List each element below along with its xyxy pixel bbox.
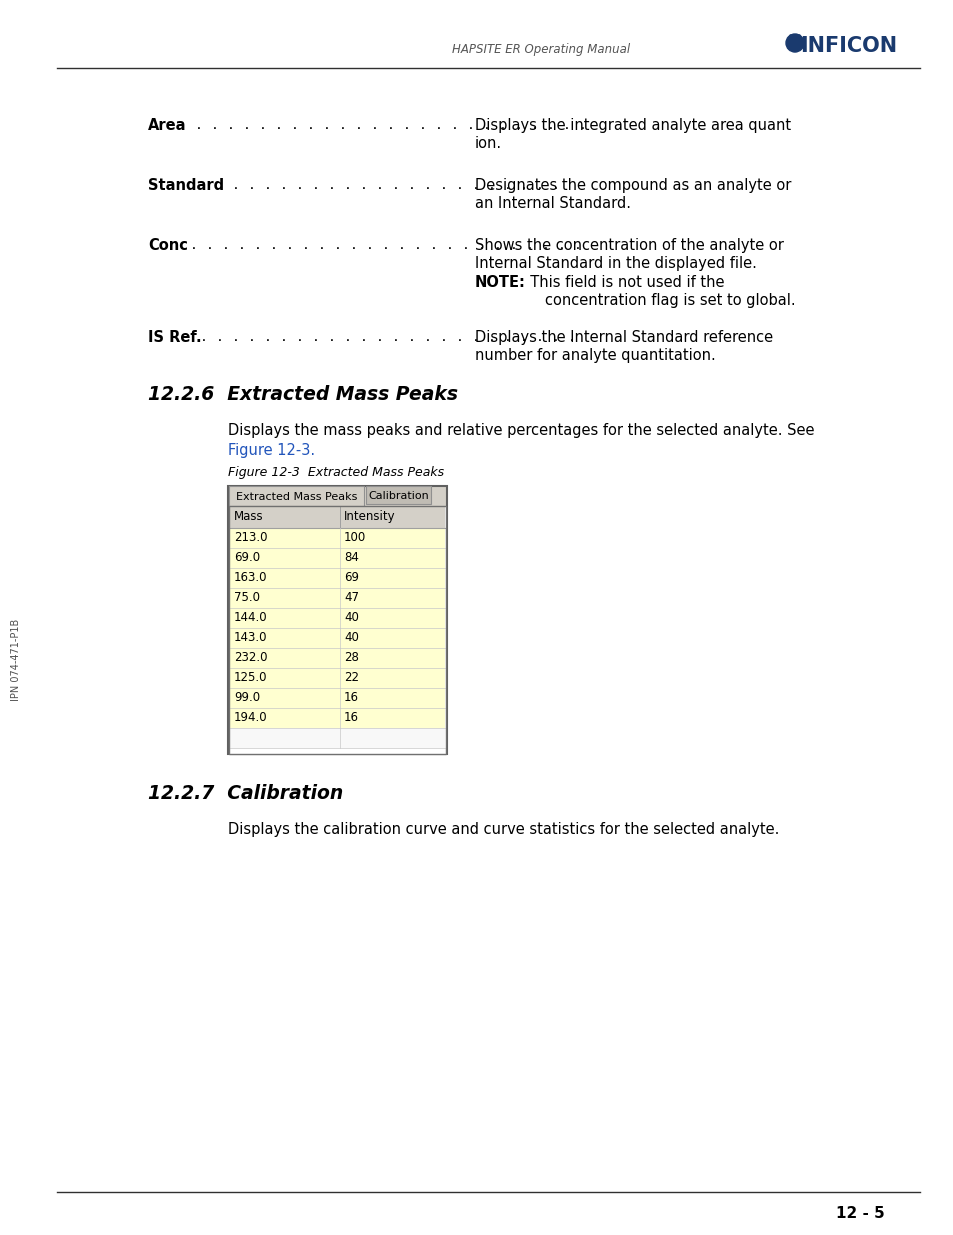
Text: Conc: Conc [148,238,188,253]
Polygon shape [789,35,800,52]
Text: Shows the concentration of the analyte or: Shows the concentration of the analyte o… [475,238,783,253]
Text: Displays the calibration curve and curve statistics for the selected analyte.: Displays the calibration curve and curve… [228,823,779,837]
Text: NOTE:: NOTE: [475,275,525,290]
Text: 194.0: 194.0 [233,711,268,724]
Bar [230,688,444,708]
Text: 163.0: 163.0 [233,571,267,584]
Text: This field is not used if the: This field is not used if the [520,275,723,290]
Text: IPN 074-471-P1B: IPN 074-471-P1B [11,619,21,701]
Text: number for analyte quantitation.: number for analyte quantitation. [475,348,715,363]
Text: Mass: Mass [233,510,263,522]
Text: 40: 40 [344,631,358,643]
Text: 40: 40 [344,611,358,624]
Circle shape [785,35,803,52]
Text: . . . . . . . . . . . . . . . . . . . . .: . . . . . . . . . . . . . . . . . . . . … [232,179,559,191]
Text: 22: 22 [344,671,358,684]
Text: 16: 16 [344,711,358,724]
Bar [229,487,364,506]
Bar [230,548,444,568]
Text: 84: 84 [344,551,358,564]
Text: . . . . . . . . . . . . . . . . . . . . . . . .: . . . . . . . . . . . . . . . . . . . . … [200,331,576,345]
Bar [228,487,447,755]
Text: Figure 12-3  Extracted Mass Peaks: Figure 12-3 Extracted Mass Peaks [228,466,444,479]
Text: 143.0: 143.0 [233,631,267,643]
Text: 12.2.7  Calibration: 12.2.7 Calibration [148,784,343,803]
Text: 100: 100 [344,531,366,543]
Bar [229,506,446,755]
Bar [230,708,444,727]
Text: Displays the Internal Standard reference: Displays the Internal Standard reference [475,330,772,345]
Text: ion.: ion. [475,136,501,151]
Text: Area: Area [148,119,186,133]
Text: 28: 28 [344,651,358,664]
Text: . . . . . . . . . . . . . . . . . . . . . . . . .: . . . . . . . . . . . . . . . . . . . . … [194,119,586,132]
Text: INFICON: INFICON [800,36,896,56]
Text: 69.0: 69.0 [233,551,260,564]
Bar [366,487,431,504]
Text: 232.0: 232.0 [233,651,267,664]
Text: concentration flag is set to global.: concentration flag is set to global. [544,293,795,308]
Text: 99.0: 99.0 [233,692,260,704]
Text: . . . . . . . . . . . . . . . . . . . . . . . . .: . . . . . . . . . . . . . . . . . . . . … [190,240,581,252]
Text: 69: 69 [344,571,358,584]
Text: Calibration: Calibration [368,492,429,501]
Text: Displays the mass peaks and relative percentages for the selected analyte. See: Displays the mass peaks and relative per… [228,424,814,438]
Text: 12 - 5: 12 - 5 [836,1205,884,1220]
Bar [229,506,446,755]
Text: 75.0: 75.0 [233,592,260,604]
Text: 12.2.6  Extracted Mass Peaks: 12.2.6 Extracted Mass Peaks [148,385,457,404]
Bar [230,608,444,629]
Text: 47: 47 [344,592,358,604]
Bar [230,668,444,688]
Text: an Internal Standard.: an Internal Standard. [475,196,630,211]
Bar [230,727,444,748]
Text: 144.0: 144.0 [233,611,268,624]
Text: Figure 12-3.: Figure 12-3. [228,443,314,458]
Text: 125.0: 125.0 [233,671,267,684]
Text: IS Ref.: IS Ref. [148,330,201,345]
Bar [230,506,444,529]
Bar [230,648,444,668]
Text: Intensity: Intensity [344,510,395,522]
Text: Extracted Mass Peaks: Extracted Mass Peaks [235,492,356,501]
Bar [230,568,444,588]
Text: 213.0: 213.0 [233,531,267,543]
Bar [230,588,444,608]
Text: Internal Standard in the displayed file.: Internal Standard in the displayed file. [475,256,756,270]
Text: Standard: Standard [148,178,224,193]
Text: 16: 16 [344,692,358,704]
Bar [230,629,444,648]
Text: HAPSITE ER Operating Manual: HAPSITE ER Operating Manual [452,43,629,57]
Text: Displays the integrated analyte area quant: Displays the integrated analyte area qua… [475,119,790,133]
Bar [230,529,444,548]
Text: Designates the compound as an analyte or: Designates the compound as an analyte or [475,178,791,193]
